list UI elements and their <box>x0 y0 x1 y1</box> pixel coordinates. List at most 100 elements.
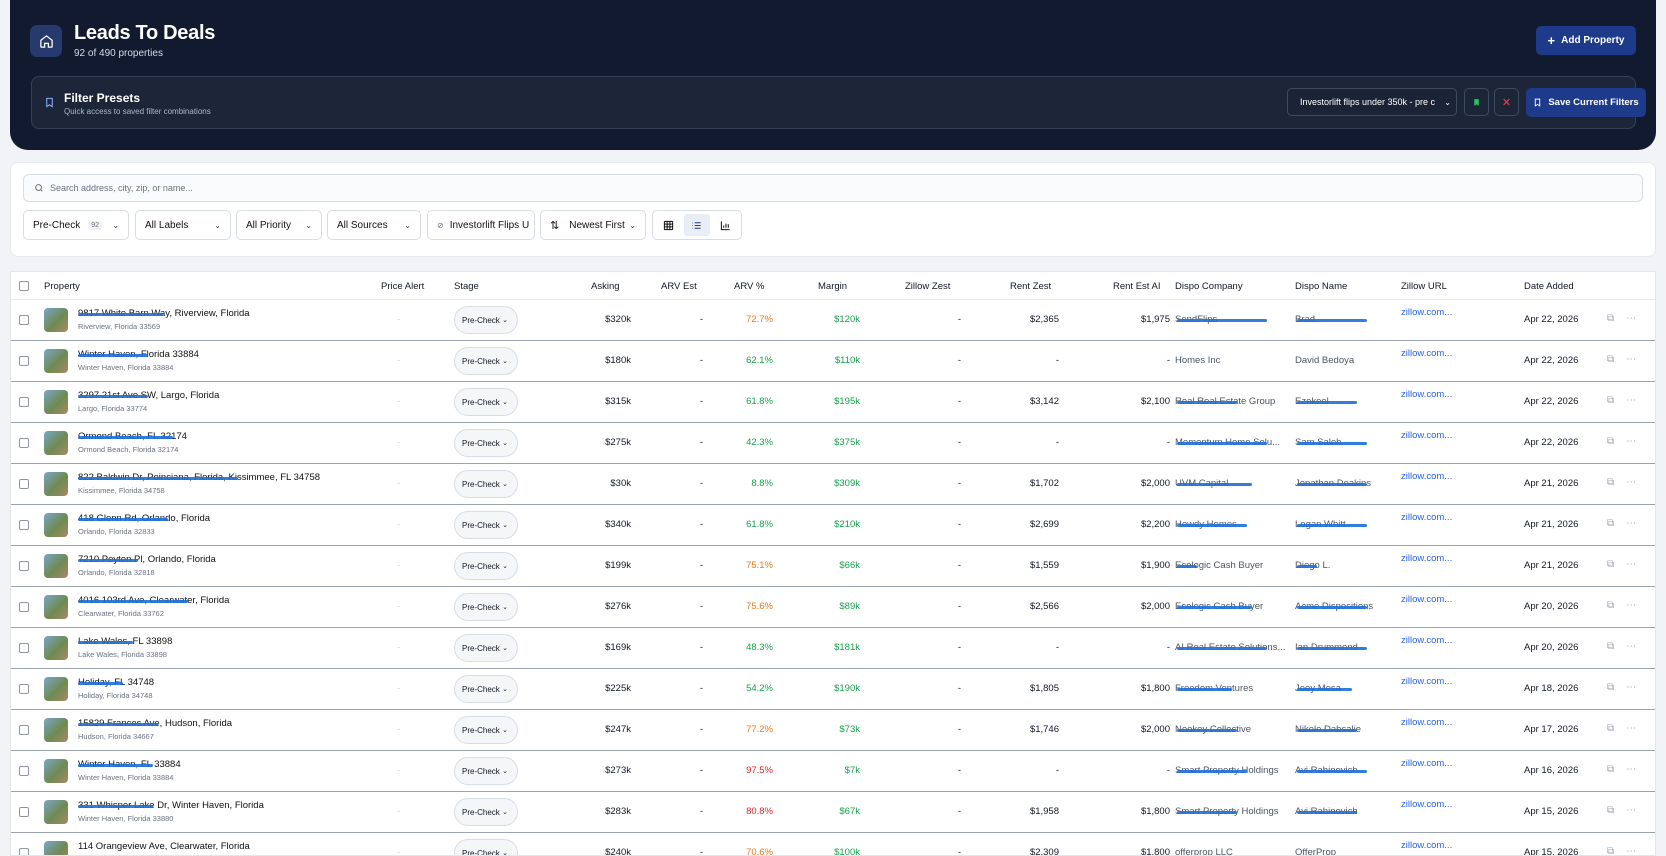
table-row[interactable]: 15829 Frances Ave, Hudson, Florida Hudso… <box>11 710 1655 751</box>
copy-icon[interactable]: ⧉ <box>1607 600 1615 611</box>
copy-icon[interactable]: ⧉ <box>1607 354 1615 365</box>
list-view-button[interactable] <box>684 214 710 236</box>
col-dispo-company[interactable]: Dispo Company <box>1175 281 1243 292</box>
row-checkbox[interactable] <box>19 520 29 530</box>
copy-icon[interactable]: ⧉ <box>1607 559 1615 570</box>
col-arv-est[interactable]: ARV Est <box>661 281 697 292</box>
property-thumbnail[interactable] <box>44 472 68 496</box>
property-thumbnail[interactable] <box>44 677 68 701</box>
stage-select[interactable]: Pre-Check ⌄ <box>454 675 518 703</box>
col-stage[interactable]: Stage <box>454 281 479 292</box>
stage-select[interactable]: Pre-Check ⌄ <box>454 347 518 375</box>
copy-icon[interactable]: ⧉ <box>1607 682 1615 693</box>
row-checkbox[interactable] <box>19 315 29 325</box>
row-checkbox[interactable] <box>19 438 29 448</box>
row-checkbox[interactable] <box>19 479 29 489</box>
property-thumbnail[interactable] <box>44 513 68 537</box>
col-property[interactable]: Property <box>44 281 80 292</box>
table-row[interactable]: Lake Wales, FL 33898 Lake Wales, Florida… <box>11 628 1655 669</box>
copy-icon[interactable]: ⧉ <box>1607 805 1615 816</box>
add-property-button[interactable]: + Add Property <box>1536 26 1636 55</box>
zillow-link[interactable]: zillow.com... <box>1401 348 1453 359</box>
property-thumbnail[interactable] <box>44 636 68 660</box>
stage-select[interactable]: Pre-Check ⌄ <box>454 388 518 416</box>
preset-select[interactable]: Investorlift flips under 350k - pre c ⌄ <box>1287 88 1457 116</box>
row-checkbox[interactable] <box>19 807 29 817</box>
copy-icon[interactable]: ⧉ <box>1607 846 1615 856</box>
stage-select[interactable]: Pre-Check ⌄ <box>454 757 518 785</box>
zillow-link[interactable]: zillow.com... <box>1401 799 1453 810</box>
chart-view-button[interactable] <box>713 214 738 236</box>
property-address[interactable]: 7210 Peyton Pl, Orlando, Florida <box>78 554 216 565</box>
table-row[interactable]: 331 Whisper Lake Dr, Winter Haven, Flori… <box>11 792 1655 833</box>
zillow-link[interactable]: zillow.com... <box>1401 758 1453 769</box>
more-icon[interactable]: ⋯ <box>1626 600 1637 611</box>
copy-icon[interactable]: ⧉ <box>1607 641 1615 652</box>
row-checkbox[interactable] <box>19 766 29 776</box>
more-icon[interactable]: ⋯ <box>1626 395 1637 406</box>
tag-filter-dropdown[interactable]: ⊘ Investorlift Flips U <box>427 210 535 240</box>
col-dispo-name[interactable]: Dispo Name <box>1295 281 1348 292</box>
stage-select[interactable]: Pre-Check ⌄ <box>454 798 518 826</box>
property-thumbnail[interactable] <box>44 595 68 619</box>
labels-filter-dropdown[interactable]: All Labels ⌄ <box>135 210 231 240</box>
zillow-link[interactable]: zillow.com... <box>1401 389 1453 400</box>
table-row[interactable]: 3297 21st Ave SW, Largo, Florida Largo, … <box>11 382 1655 423</box>
row-checkbox[interactable] <box>19 356 29 366</box>
property-thumbnail[interactable] <box>44 431 68 455</box>
row-checkbox[interactable] <box>19 684 29 694</box>
zillow-link[interactable]: zillow.com... <box>1401 553 1453 564</box>
table-row[interactable]: 822 Baldwin Dr, Poinciana, Florida, Kiss… <box>11 464 1655 505</box>
col-margin[interactable]: Margin <box>818 281 848 292</box>
zillow-link[interactable]: zillow.com... <box>1401 840 1453 851</box>
search-input[interactable] <box>50 183 550 193</box>
row-checkbox[interactable] <box>19 561 29 571</box>
property-thumbnail[interactable] <box>44 349 68 373</box>
copy-icon[interactable]: ⧉ <box>1607 313 1615 324</box>
stage-filter-dropdown[interactable]: Pre-Check 92 ⌄ <box>23 210 129 240</box>
col-date-added[interactable]: Date Added <box>1524 281 1574 292</box>
stage-select[interactable]: Pre-Check ⌄ <box>454 511 518 539</box>
property-address[interactable]: 331 Whisper Lake Dr, Winter Haven, Flori… <box>78 800 264 811</box>
stage-select[interactable]: Pre-Check ⌄ <box>454 716 518 744</box>
property-thumbnail[interactable] <box>44 800 68 824</box>
table-row[interactable]: 418 Glenn Rd, Orlando, Florida Orlando, … <box>11 505 1655 546</box>
more-icon[interactable]: ⋯ <box>1626 641 1637 652</box>
row-checkbox[interactable] <box>19 848 29 855</box>
copy-icon[interactable]: ⧉ <box>1607 395 1615 406</box>
stage-select[interactable]: Pre-Check ⌄ <box>454 552 518 580</box>
property-thumbnail[interactable] <box>44 718 68 742</box>
grid-view-button[interactable] <box>656 214 681 236</box>
more-icon[interactable]: ⋯ <box>1626 682 1637 693</box>
zillow-link[interactable]: zillow.com... <box>1401 430 1453 441</box>
sources-filter-dropdown[interactable]: All Sources ⌄ <box>327 210 421 240</box>
property-address[interactable]: 3297 21st Ave SW, Largo, Florida <box>78 390 220 401</box>
table-row[interactable]: 9817 White Barn Way, Riverview, Florida … <box>11 300 1655 341</box>
more-icon[interactable]: ⋯ <box>1626 764 1637 775</box>
property-thumbnail[interactable] <box>44 554 68 578</box>
more-icon[interactable]: ⋯ <box>1626 436 1637 447</box>
more-icon[interactable]: ⋯ <box>1626 805 1637 816</box>
row-checkbox[interactable] <box>19 643 29 653</box>
stage-select[interactable]: Pre-Check ⌄ <box>454 470 518 498</box>
more-icon[interactable]: ⋯ <box>1626 846 1637 856</box>
row-checkbox[interactable] <box>19 602 29 612</box>
zillow-link[interactable]: zillow.com... <box>1401 635 1453 646</box>
more-icon[interactable]: ⋯ <box>1626 477 1637 488</box>
more-icon[interactable]: ⋯ <box>1626 354 1637 365</box>
more-icon[interactable]: ⋯ <box>1626 559 1637 570</box>
property-thumbnail[interactable] <box>44 759 68 783</box>
col-zillow-zest[interactable]: Zillow Zest <box>905 281 951 292</box>
col-price-alert[interactable]: Price Alert <box>381 281 425 292</box>
zillow-link[interactable]: zillow.com... <box>1401 676 1453 687</box>
property-thumbnail[interactable] <box>44 308 68 332</box>
property-thumbnail[interactable] <box>44 841 68 855</box>
copy-icon[interactable]: ⧉ <box>1607 723 1615 734</box>
col-rent-zest[interactable]: Rent Zest <box>1010 281 1052 292</box>
copy-icon[interactable]: ⧉ <box>1607 518 1615 529</box>
more-icon[interactable]: ⋯ <box>1626 518 1637 529</box>
zillow-link[interactable]: zillow.com... <box>1401 594 1453 605</box>
clear-preset-button[interactable]: ✕ <box>1494 88 1519 116</box>
priority-filter-dropdown[interactable]: All Priority ⌄ <box>236 210 322 240</box>
more-icon[interactable]: ⋯ <box>1626 313 1637 324</box>
